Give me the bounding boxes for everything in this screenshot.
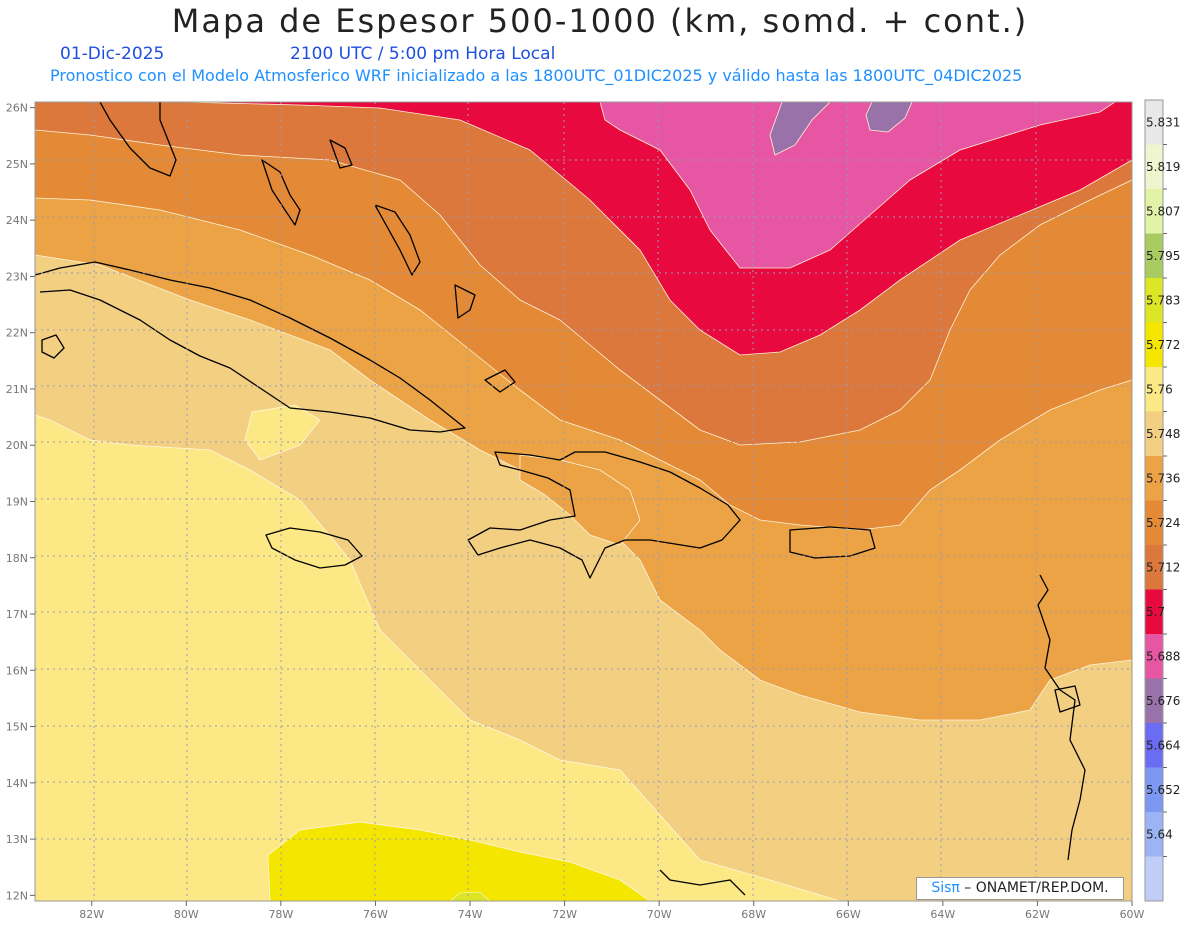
map-title: Mapa de Espesor 500-1000 (km, somd. + co…	[171, 2, 1029, 40]
colorbar-swatch	[1145, 723, 1163, 768]
colorbar-swatch	[1145, 812, 1163, 857]
colorbar-swatch	[1145, 545, 1163, 590]
colorbar-level-label: 5.772	[1146, 338, 1180, 352]
colorbar: 5.831 5.819 5.807 5.795 5.783 5.772 5.76 5.748 5…	[1144, 99, 1180, 902]
lon-tick-label: 78W	[268, 908, 293, 921]
colorbar-level-label: 5.652	[1146, 783, 1180, 797]
colorbar-swatch	[1145, 278, 1163, 323]
colorbar-swatch	[1145, 456, 1163, 501]
colorbar-swatch	[1145, 322, 1163, 368]
band-5772	[267, 821, 651, 901]
colorbar-level-label: 5.7	[1146, 605, 1165, 619]
colorbar-level-label: 5.783	[1146, 293, 1180, 307]
lon-tick-label: 62W	[1025, 908, 1050, 921]
latitude-ticks: 26N 25N 24N 23N 22N 21N 20N 19N 18N 17N 16N 15N 14N 1…	[6, 102, 35, 902]
coast-isla-juventud	[41, 334, 65, 359]
lat-tick-label: 16N	[6, 664, 28, 677]
lat-tick-label: 21N	[6, 383, 28, 396]
lon-tick-label: 82W	[79, 908, 104, 921]
colorbar-swatch	[1145, 367, 1163, 412]
colorbar-level-label: 5.64	[1146, 827, 1173, 841]
lat-tick-label: 13N	[6, 833, 28, 846]
lat-tick-label: 19N	[6, 496, 28, 509]
lon-tick-label: 80W	[174, 908, 199, 921]
lon-tick-label: 68W	[741, 908, 766, 921]
coast-turks	[484, 369, 516, 393]
lat-tick-label: 15N	[6, 721, 28, 734]
colorbar-swatch	[1145, 233, 1163, 279]
colorbar-swatch	[1145, 589, 1163, 635]
coast-trinidad	[1054, 685, 1081, 713]
band-5748-west-shelf	[244, 404, 321, 461]
graticule	[35, 102, 1132, 901]
lon-tick-label: 76W	[363, 908, 388, 921]
colorbar-swatch	[1145, 767, 1163, 813]
lon-tick-label: 72W	[552, 908, 577, 921]
colorbar-swatch	[1145, 856, 1163, 902]
colorbar-swatch	[1145, 144, 1163, 190]
forecast-time: 2100 UTC / 5:00 pm Hora Local	[290, 44, 556, 64]
colorbar-level-label: 5.736	[1146, 471, 1180, 485]
lat-tick-label: 26N	[6, 102, 28, 115]
credit-box: Sisπ – ONAMET/REP.DOM.	[916, 877, 1124, 900]
forecast-date: 01-Dic-2025	[60, 44, 165, 64]
coast-hispaniola	[467, 451, 741, 579]
coast-bahamas-4	[454, 284, 476, 319]
longitude-ticks: 82W 80W 78W 76W 74W 72W 70W 68W 66W 64W 62W 60W	[79, 901, 1145, 921]
forecast-subtitle: Pronostico con el Modelo Atmosferico WRF…	[50, 66, 1023, 85]
colorbar-level-label: 5.795	[1146, 249, 1180, 263]
band-5676-b	[865, 102, 913, 133]
colorbar-level-label: 5.688	[1146, 649, 1180, 663]
coast-bahamas-3	[374, 204, 421, 276]
colorbar-level-label: 5.748	[1146, 427, 1180, 441]
lon-tick-label: 70W	[647, 908, 672, 921]
colorbar-swatch	[1145, 634, 1163, 679]
colorbar-swatch	[1145, 678, 1163, 724]
colorbar-swatch	[1145, 411, 1163, 457]
lat-tick-label: 14N	[6, 777, 28, 790]
colorbar-level-label: 5.831	[1146, 115, 1180, 129]
lat-tick-label: 24N	[6, 214, 28, 227]
lat-tick-label: 12N	[6, 889, 28, 902]
lon-tick-label: 64W	[930, 908, 955, 921]
lat-tick-label: 22N	[6, 327, 28, 340]
colorbar-level-label: 5.807	[1146, 204, 1180, 218]
coast-puerto-rico	[789, 526, 876, 559]
lon-tick-label: 74W	[458, 908, 483, 921]
coastlines	[35, 102, 1086, 896]
colorbar-level-label: 5.76	[1146, 382, 1173, 396]
lat-tick-label: 23N	[6, 270, 28, 283]
lat-tick-label: 18N	[6, 552, 28, 565]
lat-tick-label: 20N	[6, 439, 28, 452]
colorbar-swatch	[1145, 100, 1163, 145]
coast-florida	[99, 102, 177, 177]
coast-south-america	[659, 869, 746, 896]
coast-jamaica	[265, 527, 363, 569]
coast-cuba	[35, 261, 466, 433]
colorbar-swatch	[1145, 189, 1163, 234]
colorbar-level-label: 5.664	[1146, 738, 1180, 752]
colorbar-level-label: 5.819	[1146, 160, 1180, 174]
coast-lesser-antilles	[1037, 574, 1086, 861]
coast-bahamas-1	[261, 159, 301, 226]
colorbar-swatch	[1145, 500, 1163, 546]
colorbar-level-label: 5.676	[1146, 694, 1180, 708]
colorbar-level-label: 5.724	[1146, 516, 1180, 530]
band-5676-a	[769, 102, 831, 156]
lon-tick-label: 60W	[1120, 908, 1145, 921]
coast-bahamas-2	[329, 139, 353, 169]
band-5688	[599, 102, 1116, 269]
lon-tick-label: 66W	[836, 908, 861, 921]
credit-text: – ONAMET/REP.DOM.	[959, 880, 1109, 896]
credit-logo-text: Sisπ	[931, 880, 960, 896]
colorbar-level-label: 5.712	[1146, 560, 1180, 574]
lat-tick-label: 17N	[6, 608, 28, 621]
band-5783	[449, 891, 491, 901]
lat-tick-label: 25N	[6, 158, 28, 171]
band-5736-hispaniola	[519, 454, 641, 546]
